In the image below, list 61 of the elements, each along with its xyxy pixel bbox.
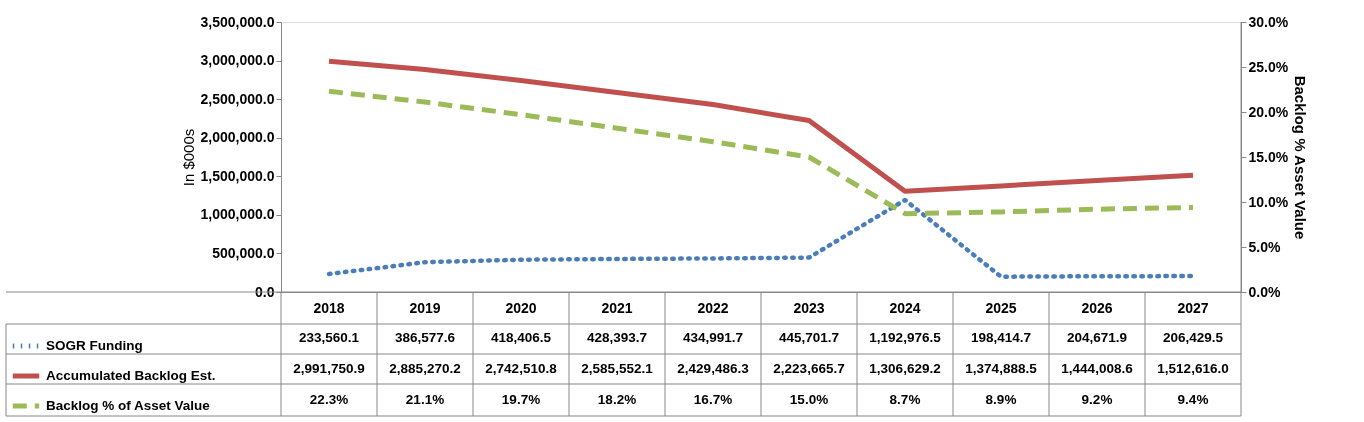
data-label: 2,223,665.7	[773, 361, 845, 376]
data-label: 1,444,008.6	[1061, 361, 1134, 376]
data-label: 1,192,976.5	[869, 330, 942, 345]
data-label: 1,306,629.2	[869, 361, 941, 376]
y2-tick-label: 10.0%	[1248, 193, 1289, 210]
data-label: 428,393.7	[586, 330, 648, 345]
y2-tick-label: 20.0%	[1248, 103, 1289, 120]
data-label: 9.4%	[1177, 392, 1209, 407]
data-label: 9.2%	[1081, 392, 1113, 407]
data-label: 8.9%	[985, 392, 1017, 407]
x-tick-label: 2027	[1177, 299, 1209, 316]
y2-axis-title: Backlog % Asset Value	[1292, 75, 1310, 240]
x-tick-label: 2025	[985, 299, 1017, 316]
data-label: 206,429.5	[1162, 330, 1224, 345]
y-tick-label: 500,000.0	[212, 244, 275, 261]
data-label: 16.7%	[693, 392, 733, 407]
y2-tick-label: 15.0%	[1248, 148, 1289, 165]
x-tick-label: 2021	[601, 299, 633, 316]
x-tick-label: 2018	[313, 299, 345, 316]
x-tick-label: 2024	[889, 299, 921, 316]
data-label: 233,560.1	[298, 330, 360, 345]
data-label: 2,429,486.3	[677, 361, 750, 376]
data-label: 1,512,616.0	[1157, 361, 1229, 376]
y-tick-label: 3,000,000.0	[200, 52, 275, 69]
legend-label: Accumulated Backlog Est.	[46, 368, 216, 383]
data-label: 2,885,270.2	[389, 361, 461, 376]
x-tick-label: 2019	[409, 299, 441, 316]
x-tick-label: 2026	[1081, 299, 1113, 316]
x-tick-label: 2023	[793, 299, 825, 316]
y-tick-label: 2,500,000.0	[200, 90, 275, 107]
y2-tick-label: 25.0%	[1248, 58, 1289, 75]
y-tick-label: 2,000,000.0	[200, 129, 275, 146]
legend-label: SOGR Funding	[46, 338, 143, 353]
x-tick-label: 2022	[697, 299, 729, 316]
data-label: 198,414.7	[970, 330, 1032, 345]
data-label: 434,991.7	[682, 330, 744, 345]
x-tick-label: 2020	[505, 299, 537, 316]
data-label: 2,742,510.8	[485, 361, 558, 376]
data-label: 2,585,552.1	[581, 361, 654, 376]
data-label: 1,374,888.5	[965, 361, 1038, 376]
legend-label: Backlog % of Asset Value	[46, 398, 211, 413]
y2-tick-label: 5.0%	[1248, 238, 1281, 255]
data-label: 204,671.9	[1066, 330, 1128, 345]
y-axis-title: In $000s	[179, 128, 197, 187]
data-label: 15.0%	[789, 392, 829, 407]
data-label: 22.3%	[309, 392, 349, 407]
y2-tick-label: 30.0%	[1248, 13, 1289, 30]
line-series	[326, 197, 1196, 279]
data-label: 18.2%	[597, 392, 637, 407]
y-tick-label: 1,000,000.0	[200, 206, 275, 223]
y-tick-label: 3,500,000.0	[200, 13, 275, 30]
data-label: 19.7%	[501, 392, 541, 407]
data-label: 21.1%	[405, 392, 445, 407]
data-label: 2,991,750.9	[293, 361, 365, 376]
data-label: 386,577.6	[394, 330, 456, 345]
y2-tick-label: 0.0%	[1248, 283, 1281, 300]
y-tick-label: 1,500,000.0	[200, 167, 275, 184]
data-label: 418,406.5	[490, 330, 552, 345]
data-label: 445,701.7	[778, 330, 840, 345]
y-tick-label: 0.0	[255, 283, 275, 300]
data-label: 8.7%	[889, 392, 921, 407]
